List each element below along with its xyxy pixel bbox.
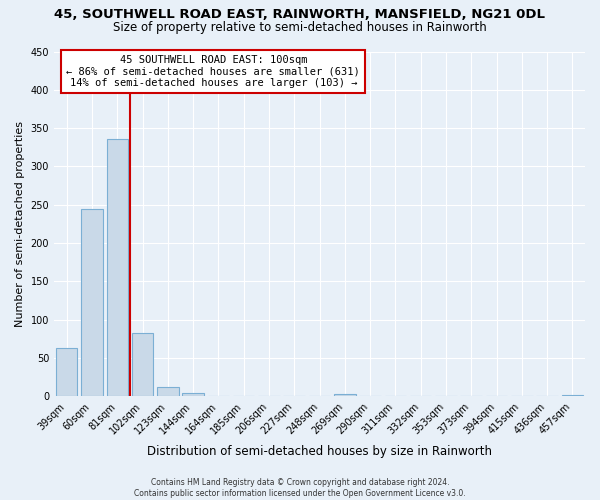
Bar	[562, 395, 583, 396]
Bar	[334, 394, 356, 396]
Text: Contains HM Land Registry data © Crown copyright and database right 2024.
Contai: Contains HM Land Registry data © Crown c…	[134, 478, 466, 498]
Y-axis label: Number of semi-detached properties: Number of semi-detached properties	[15, 121, 25, 327]
Text: 45 SOUTHWELL ROAD EAST: 100sqm
← 86% of semi-detached houses are smaller (631)
1: 45 SOUTHWELL ROAD EAST: 100sqm ← 86% of …	[67, 55, 360, 88]
Text: 45, SOUTHWELL ROAD EAST, RAINWORTH, MANSFIELD, NG21 0DL: 45, SOUTHWELL ROAD EAST, RAINWORTH, MANS…	[55, 8, 545, 20]
Bar	[107, 139, 128, 396]
Bar	[182, 393, 204, 396]
X-axis label: Distribution of semi-detached houses by size in Rainworth: Distribution of semi-detached houses by …	[147, 444, 492, 458]
Text: Size of property relative to semi-detached houses in Rainworth: Size of property relative to semi-detach…	[113, 21, 487, 34]
Bar	[81, 208, 103, 396]
Bar	[56, 348, 77, 397]
Bar	[132, 334, 153, 396]
Bar	[157, 387, 179, 396]
